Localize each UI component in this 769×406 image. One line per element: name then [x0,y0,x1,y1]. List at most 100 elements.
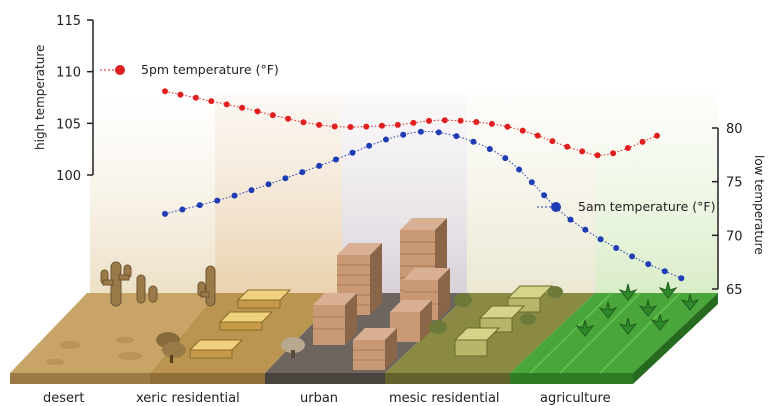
house-icon [188,339,244,359]
tree-icon [281,337,305,358]
left-axis-title: high temperature [33,45,47,150]
data-point [331,123,338,130]
data-point [645,261,652,268]
data-point [349,149,356,156]
data-point [299,169,306,176]
data-point [519,127,526,134]
series-5am [162,128,685,282]
right-tick-label: 75 [726,176,743,191]
plant-icon [618,317,638,335]
house-icon [453,327,501,357]
right-axis-title: low temperature [752,155,766,255]
cactus-icon [197,265,216,307]
data-point [488,120,495,127]
series-layer [162,88,685,282]
data-point [316,162,323,169]
data-point [470,138,477,145]
data-point [269,112,276,119]
data-point [265,181,272,188]
plant-icon [598,301,618,319]
front-edge-agriculture [510,373,633,384]
data-point [473,119,480,125]
crop-rows [529,292,681,374]
data-point [567,216,574,223]
side-edge [633,293,718,384]
data-point [332,156,339,163]
data-point [516,166,523,173]
desert-pebble [46,359,64,365]
data-point [502,155,509,162]
house-icon [218,311,274,331]
tree-icon [156,332,186,363]
data-point [564,143,571,150]
desert-pebble [60,341,80,349]
data-point [426,117,432,124]
data-point [383,136,389,143]
data-point [582,226,589,233]
left-tick-label: 100 [56,169,81,184]
data-point [231,192,238,199]
data-point [541,192,548,199]
plant-icon [618,283,638,301]
series-5pm [162,88,660,159]
left-tick-label: 115 [56,14,81,29]
zone-label-mesic: mesic residential [389,391,500,406]
data-point [579,148,586,155]
cactus-icon [136,274,158,304]
front-edge-xeric [150,373,265,384]
background-columns [90,95,718,295]
data-point [379,122,385,129]
data-point [239,104,246,111]
data-point [486,146,493,152]
legend-entry-5pm: 5pm temperature (°F) [100,62,279,77]
house-icon [236,289,292,309]
data-point [285,115,292,122]
data-point [528,179,535,186]
right-tick-label: 65 [726,283,743,298]
desert-pebble [116,336,134,344]
building-icon [313,293,357,345]
right-axis-ticks: 65 70 75 80 [712,122,743,298]
right-tick-label: 70 [726,229,743,244]
data-point [248,187,255,194]
data-point [208,98,215,105]
zone-label-agriculture: agriculture [540,391,611,406]
data-point [347,124,354,130]
zone-label-desert: desert [43,391,84,406]
data-point [678,275,685,282]
data-point [654,132,660,139]
data-point [316,121,323,128]
left-tick-label: 110 [56,66,81,81]
data-point [534,132,541,139]
data-point [394,121,401,128]
legend-marker-5pm [115,65,125,75]
front-edge-desert [10,373,150,384]
plant-icon [575,319,595,337]
data-point [162,88,168,95]
bg-mesic [467,95,595,295]
bg-desert [90,95,215,295]
data-point [417,128,424,135]
crop-plants [575,281,700,337]
legend-label-5pm: 5pm temperature (°F) [141,62,279,77]
front-edge-mesic [385,373,510,384]
plant-icon [680,293,700,311]
tree-icon [429,286,563,334]
zone-label-urban: urban [300,391,338,406]
data-point [629,253,636,260]
data-point [162,210,168,217]
data-point [457,117,464,124]
data-point [613,245,620,251]
data-point [400,131,407,138]
legend-marker-5am [551,202,561,212]
left-tick-label: 105 [56,117,81,132]
data-point [300,119,307,126]
data-point [366,142,373,149]
ground-agriculture [510,293,718,373]
data-point [441,117,448,124]
data-point [504,123,511,130]
data-point [196,202,203,209]
cactus-icon [100,261,132,307]
building-icon [353,328,397,370]
data-point [549,138,556,145]
